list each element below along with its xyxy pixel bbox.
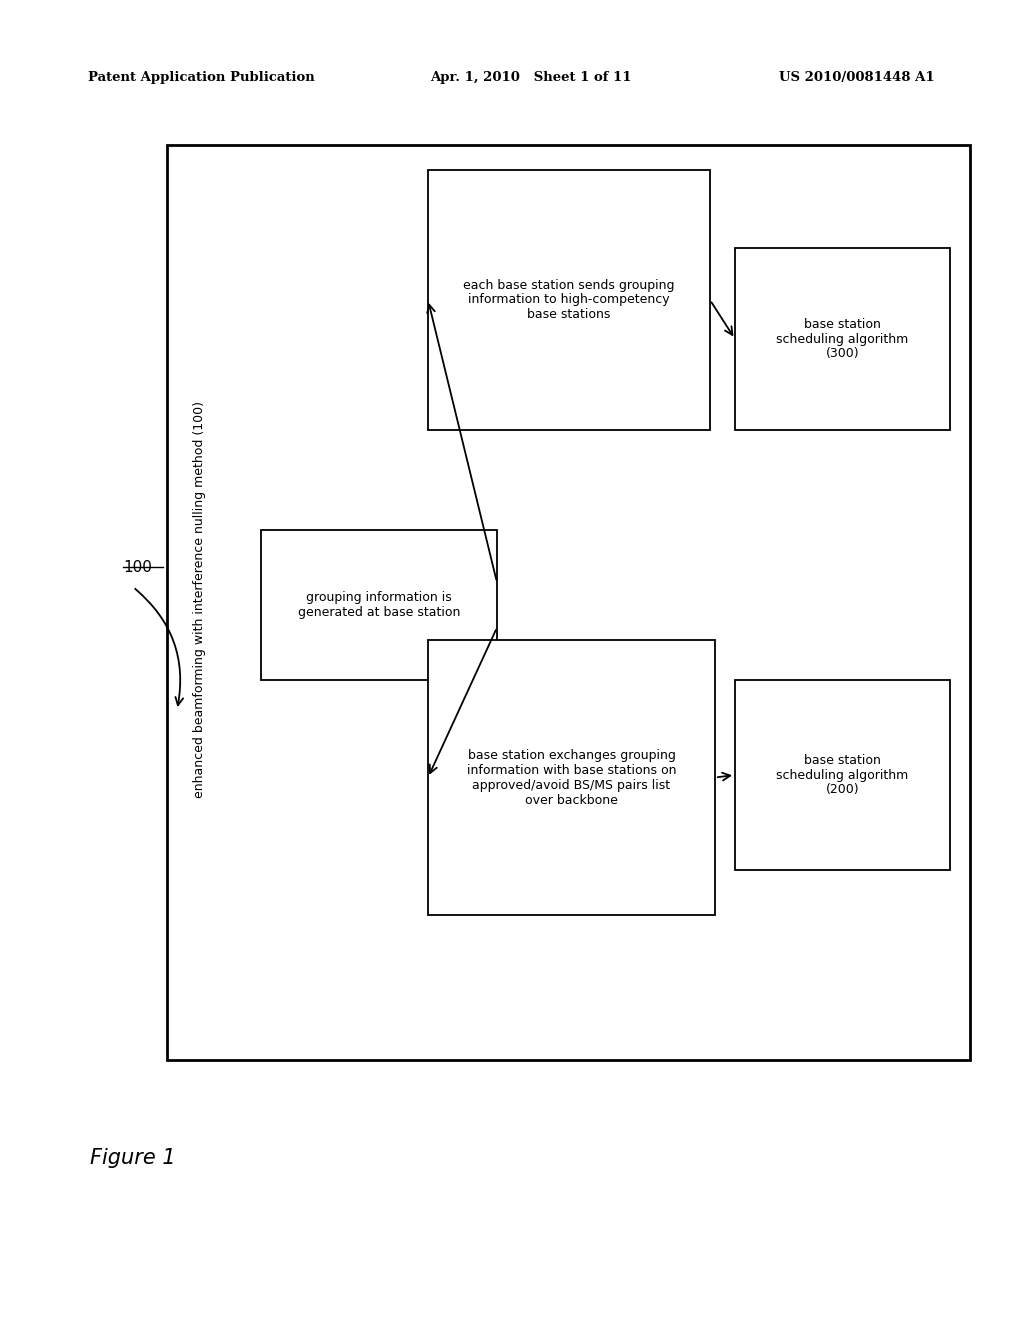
Text: Apr. 1, 2010   Sheet 1 of 11: Apr. 1, 2010 Sheet 1 of 11 <box>430 71 632 84</box>
Bar <box>735 680 950 870</box>
Text: enhanced beamforming with interference nulling method (100): enhanced beamforming with interference n… <box>194 401 207 799</box>
Bar <box>167 145 970 1060</box>
Bar <box>735 248 950 430</box>
Text: grouping information is
generated at base station: grouping information is generated at bas… <box>298 591 460 619</box>
Text: base station
scheduling algorithm
(300): base station scheduling algorithm (300) <box>776 318 908 360</box>
Text: 100: 100 <box>123 560 152 574</box>
Text: base station exchanges grouping
information with base stations on
approved/avoid: base station exchanges grouping informat… <box>467 748 676 807</box>
Bar <box>428 640 715 915</box>
Text: each base station sends grouping
information to high-competency
base stations: each base station sends grouping informa… <box>463 279 675 322</box>
Bar <box>428 170 710 430</box>
Bar <box>261 531 497 680</box>
Text: base station
scheduling algorithm
(200): base station scheduling algorithm (200) <box>776 754 908 796</box>
Text: Figure 1: Figure 1 <box>90 1148 176 1168</box>
Text: US 2010/0081448 A1: US 2010/0081448 A1 <box>779 71 935 84</box>
Text: Patent Application Publication: Patent Application Publication <box>88 71 314 84</box>
